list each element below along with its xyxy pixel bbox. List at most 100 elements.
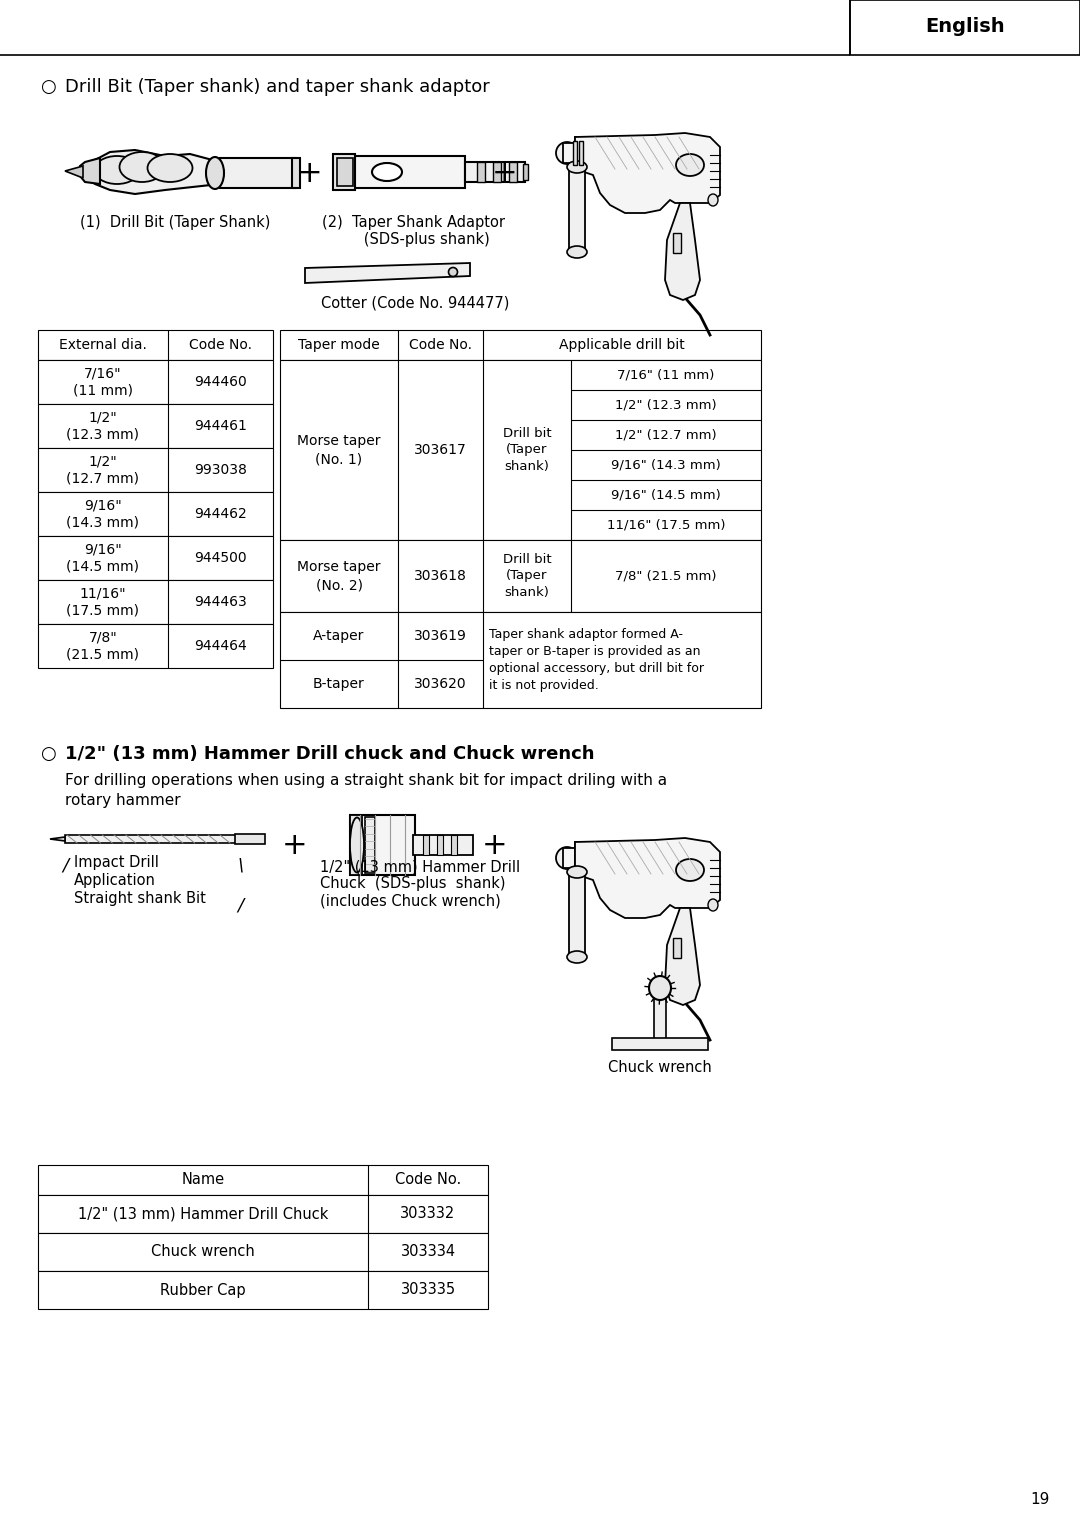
Ellipse shape (556, 847, 578, 868)
Polygon shape (85, 150, 235, 194)
Bar (335, 156, 465, 188)
Polygon shape (575, 133, 720, 213)
Ellipse shape (567, 246, 588, 258)
Bar (38, 1165, 488, 1196)
Bar (38, 404, 273, 448)
Polygon shape (65, 167, 83, 177)
Bar (612, 1038, 708, 1050)
Text: 9/16"
(14.3 mm): 9/16" (14.3 mm) (67, 498, 139, 529)
Text: Applicable drill bit: Applicable drill bit (559, 338, 685, 352)
Bar (575, 842, 654, 875)
Bar (492, 162, 501, 182)
Bar (365, 816, 375, 873)
Bar (350, 815, 415, 875)
Text: 7/8"
(21.5 mm): 7/8" (21.5 mm) (67, 630, 139, 662)
Ellipse shape (649, 976, 671, 1000)
Ellipse shape (567, 865, 588, 878)
Text: 9/16"
(14.5 mm): 9/16" (14.5 mm) (67, 543, 139, 573)
Bar (235, 833, 265, 844)
Ellipse shape (708, 899, 718, 911)
Text: Taper shank adaptor formed A-
taper or B-taper is provided as an
optional access: Taper shank adaptor formed A- taper or B… (489, 628, 704, 693)
Text: 1/2"
(12.3 mm): 1/2" (12.3 mm) (67, 410, 139, 442)
Text: Taper mode: Taper mode (298, 338, 380, 352)
Text: (2)  Taper Shank Adaptor: (2) Taper Shank Adaptor (322, 216, 504, 229)
Text: 944464: 944464 (194, 639, 247, 653)
Bar (575, 138, 654, 170)
Ellipse shape (206, 157, 224, 190)
Bar (38, 448, 273, 492)
Bar (38, 359, 273, 404)
Bar (673, 232, 681, 252)
Bar (65, 835, 260, 842)
Ellipse shape (350, 818, 364, 873)
Text: 303620: 303620 (415, 677, 467, 691)
Bar (337, 157, 353, 187)
Text: 303619: 303619 (414, 628, 467, 644)
Bar (509, 162, 517, 182)
Text: Morse taper
(No. 1): Morse taper (No. 1) (297, 434, 381, 466)
Text: +: + (492, 159, 517, 188)
Bar (280, 359, 761, 540)
Text: Drill bit
(Taper
shank): Drill bit (Taper shank) (502, 427, 551, 472)
Text: Rubber Cap: Rubber Cap (160, 1283, 246, 1298)
Text: External dia.: External dia. (59, 338, 147, 352)
Ellipse shape (148, 154, 192, 182)
Bar (423, 835, 429, 855)
Bar (38, 492, 273, 537)
Ellipse shape (676, 154, 704, 176)
Ellipse shape (556, 142, 578, 164)
Text: 1/2" (13 mm) Hammer Drill: 1/2" (13 mm) Hammer Drill (320, 859, 521, 875)
Bar (465, 162, 525, 182)
Bar (523, 164, 528, 180)
Text: Impact Drill: Impact Drill (75, 855, 159, 870)
Text: (includes Chuck wrench): (includes Chuck wrench) (320, 893, 501, 908)
Ellipse shape (567, 951, 588, 963)
Text: Code No.: Code No. (189, 338, 252, 352)
Bar (579, 141, 583, 165)
Bar (38, 330, 273, 359)
Text: B-taper: B-taper (313, 677, 365, 691)
Text: Drill Bit (Taper shank) and taper shank adaptor: Drill Bit (Taper shank) and taper shank … (65, 78, 489, 96)
Text: 944461: 944461 (194, 419, 247, 433)
Text: (1)  Drill Bit (Taper Shank): (1) Drill Bit (Taper Shank) (80, 216, 270, 229)
Bar (280, 540, 761, 612)
Ellipse shape (448, 268, 458, 277)
Bar (673, 937, 681, 959)
Bar (451, 835, 457, 855)
Text: ○: ○ (40, 78, 56, 96)
Text: 993038: 993038 (194, 463, 247, 477)
Ellipse shape (120, 151, 164, 182)
Text: 1/2" (12.3 mm): 1/2" (12.3 mm) (616, 399, 717, 411)
Text: 19: 19 (1030, 1492, 1050, 1508)
Text: 11/16"
(17.5 mm): 11/16" (17.5 mm) (67, 586, 139, 618)
Bar (569, 167, 585, 252)
Bar (292, 157, 300, 188)
Bar (38, 1232, 488, 1271)
Text: 303334: 303334 (401, 1245, 456, 1260)
Text: Cotter (Code No. 944477): Cotter (Code No. 944477) (321, 297, 509, 310)
Text: Application: Application (75, 873, 156, 888)
Text: Code No.: Code No. (409, 338, 472, 352)
Text: /: / (62, 856, 68, 875)
Text: ○: ○ (40, 745, 56, 763)
Text: Name: Name (181, 1173, 225, 1188)
Bar (333, 154, 355, 190)
Text: 303618: 303618 (414, 569, 467, 583)
Text: 1/2"
(12.7 mm): 1/2" (12.7 mm) (67, 454, 139, 486)
Bar (38, 537, 273, 579)
Text: Straight shank Bit: Straight shank Bit (75, 891, 206, 907)
Text: 303617: 303617 (414, 443, 467, 457)
Text: Chuck wrench: Chuck wrench (608, 1060, 712, 1075)
Ellipse shape (708, 194, 718, 206)
Text: Morse taper
(No. 2): Morse taper (No. 2) (297, 560, 381, 592)
Bar (654, 988, 666, 1043)
Text: Code No.: Code No. (395, 1173, 461, 1188)
Polygon shape (80, 157, 100, 183)
Bar (563, 849, 593, 868)
Text: 303335: 303335 (401, 1283, 456, 1298)
Bar (850, 0, 1080, 55)
Text: Chuck wrench: Chuck wrench (151, 1245, 255, 1260)
Text: \: \ (237, 856, 243, 875)
Text: 944463: 944463 (194, 595, 247, 609)
Text: For drilling operations when using a straight shank bit for impact driling with : For drilling operations when using a str… (65, 774, 667, 807)
